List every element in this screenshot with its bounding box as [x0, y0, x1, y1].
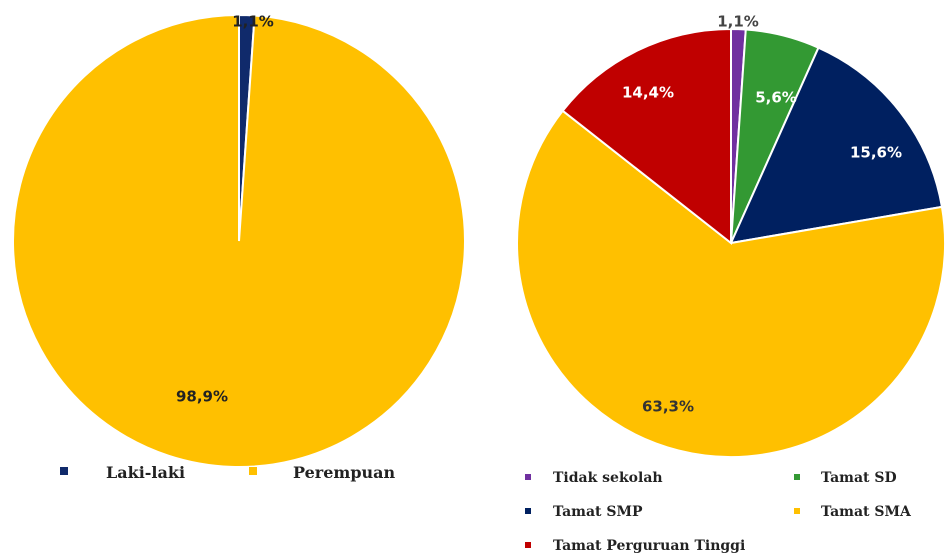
- pie-1-slice-2: [729, 46, 944, 245]
- pie-1-legend-label: Tamat SMP: [553, 504, 643, 520]
- pie-1-legend-swatch: [525, 508, 531, 514]
- pie-1-legend-label: Tidak sekolah: [553, 470, 663, 486]
- pie-1-data-label: 15,6%: [850, 144, 902, 162]
- pie-1-slice-4: [561, 27, 732, 246]
- pie-1-data-label: 14,4%: [622, 84, 674, 102]
- pie-1-legend-label: Tamat Perguruan Tinggi: [553, 538, 745, 554]
- pie-0-legend-swatch: [60, 467, 68, 475]
- pie-1-legend-swatch: [525, 542, 531, 548]
- pie-1-slice-3: [516, 109, 945, 458]
- pie-0-legend-swatch: [249, 467, 257, 475]
- pie-1-data-label: 1,1%: [717, 13, 759, 31]
- pie-0-legend-label: Perempuan: [293, 463, 396, 482]
- pie-1-data-label: 5,6%: [755, 89, 797, 107]
- pie-1-legend-swatch: [794, 508, 800, 514]
- pie-0-legend-label: Laki-laki: [106, 463, 185, 482]
- pie-0-data-label: 1,1%: [232, 13, 274, 31]
- pie-1-legend-label: Tamat SMA: [821, 504, 912, 520]
- pie-1-legend-label: Tamat SD: [821, 470, 897, 486]
- pie-1-legend-swatch: [794, 474, 800, 480]
- pie-0-slice-1: [12, 13, 466, 468]
- pie-0-data-label: 98,9%: [176, 388, 228, 406]
- pie-1-data-label: 63,3%: [642, 398, 694, 416]
- pie-1-legend-swatch: [525, 474, 531, 480]
